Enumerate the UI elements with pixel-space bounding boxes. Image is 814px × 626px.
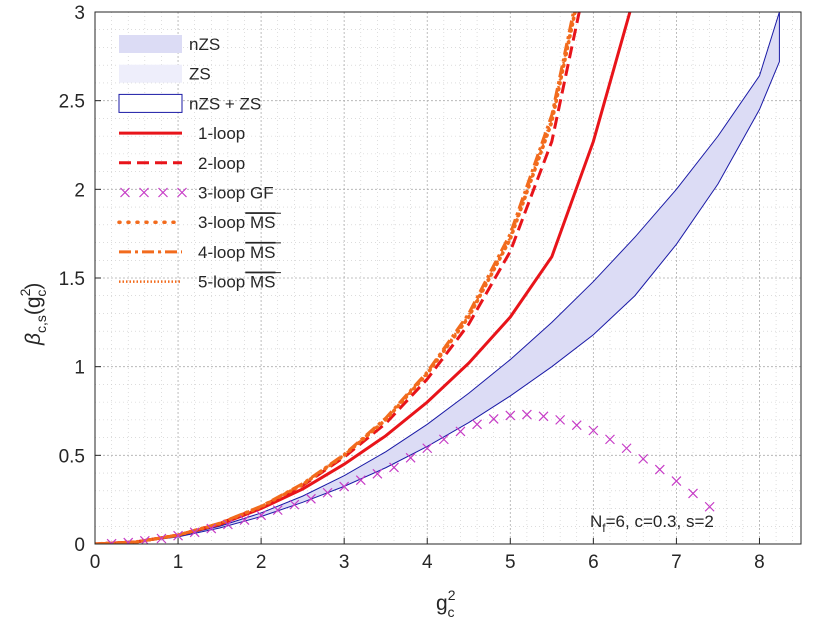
series-layer <box>95 12 780 544</box>
gf-marker <box>306 493 316 504</box>
gf-marker <box>389 462 399 473</box>
legend-label: 1-loop <box>198 124 245 143</box>
gf-marker <box>555 414 566 425</box>
gf-marker <box>505 410 516 421</box>
gf-marker <box>472 419 482 430</box>
legend-label: 5-loop MS <box>198 273 276 292</box>
gf-marker <box>355 475 366 486</box>
gf-marker <box>322 487 333 498</box>
gf-marker <box>438 434 449 445</box>
x-tick-label: 2 <box>256 552 267 573</box>
y-axis-label: βc,s(g2c) <box>17 283 49 346</box>
gf-marker <box>156 533 167 544</box>
x-tick-label: 5 <box>505 552 516 573</box>
legend-label: ZS <box>189 65 211 84</box>
x-tick-label: 4 <box>422 552 433 573</box>
legend-item: 4-loop MS <box>119 242 281 262</box>
legend-label-overline: MS <box>245 243 275 262</box>
gf-marker <box>704 501 715 512</box>
y-tick-label: 3 <box>74 3 85 24</box>
series-3-loop-gf <box>106 409 715 544</box>
y-tick-label: 0.5 <box>59 446 85 467</box>
legend-item: 2-loop <box>119 154 245 173</box>
legend-label: 2-loop <box>198 154 245 173</box>
gf-marker <box>488 414 499 424</box>
gf-marker <box>571 420 582 431</box>
x-tick-label: 1 <box>173 552 184 573</box>
legend-swatch <box>158 187 168 198</box>
legend-swatch <box>119 64 182 83</box>
y-tick-label: 1.5 <box>59 269 85 290</box>
legend-item: nZS <box>119 35 220 54</box>
x-tick-label: 0 <box>90 552 101 573</box>
gf-marker <box>405 452 416 463</box>
legend-label-overline: MS <box>245 273 275 292</box>
gf-marker <box>538 411 549 422</box>
y-tick-label: 1 <box>74 358 85 379</box>
gf-marker <box>688 488 698 499</box>
gf-marker <box>588 425 599 436</box>
legend-item: nZS + ZS <box>118 93 261 113</box>
annotation-text: Nf=6, c=0.3, s=2 <box>590 512 714 535</box>
axis-ticks: 0 1 2 3 4 5 6 7 8 0 0.5 1 1.5 2 2.5 3 <box>59 3 765 573</box>
x-axis-label: g2 c <box>436 587 456 620</box>
gf-marker <box>654 464 665 475</box>
gf-marker <box>372 468 383 479</box>
gf-marker <box>206 523 217 534</box>
gf-marker <box>289 499 300 510</box>
gf-marker <box>605 434 615 445</box>
gf-marker <box>123 537 134 544</box>
series-4-loop-ms <box>95 12 575 544</box>
legend-swatch <box>120 187 130 198</box>
x-tick-label: 6 <box>588 552 599 573</box>
x-tick-label: 3 <box>339 552 350 573</box>
legend-swatch <box>139 187 149 198</box>
y-tick-label: 2 <box>74 180 85 201</box>
gf-marker <box>638 453 649 464</box>
legend-swatch <box>177 187 187 198</box>
series-nzs-zs-band <box>95 12 780 544</box>
y-tick-label: 2.5 <box>59 92 85 113</box>
legend-item: 3-loop GF <box>120 184 274 203</box>
gf-marker <box>222 519 233 530</box>
x-tick-label: 8 <box>754 552 765 573</box>
gf-marker <box>173 530 183 541</box>
gf-marker <box>339 481 350 492</box>
legend-label-overline: MS <box>245 213 275 232</box>
gf-marker <box>189 527 200 538</box>
legend-item: 1-loop <box>119 124 245 143</box>
gf-marker <box>671 476 682 486</box>
legend-item: 3-loop MS <box>117 212 281 232</box>
gf-marker <box>455 426 466 437</box>
gf-marker <box>239 515 250 525</box>
legend-label: nZS <box>189 35 220 54</box>
legend-label: nZS + ZS <box>189 94 261 113</box>
gf-marker <box>521 409 532 420</box>
gf-marker <box>256 510 267 521</box>
gf-marker <box>621 443 632 454</box>
gf-marker <box>272 505 283 516</box>
legend-label: 3-loop MS <box>198 213 276 232</box>
legend-swatch <box>119 35 182 53</box>
x-tick-label: 7 <box>671 552 682 573</box>
legend: nZS ZS nZS + ZS 1-loop 2-loop 3-loop GF 3-loop… <box>117 35 281 292</box>
legend-swatch <box>118 93 183 113</box>
y-tick-label: 0 <box>74 535 85 556</box>
gf-marker <box>422 443 433 454</box>
legend-item: 5-loop MS <box>119 272 281 292</box>
legend-label: 3-loop GF <box>198 184 274 203</box>
legend-item: ZS <box>119 64 211 84</box>
legend-label: 4-loop MS <box>198 243 276 262</box>
